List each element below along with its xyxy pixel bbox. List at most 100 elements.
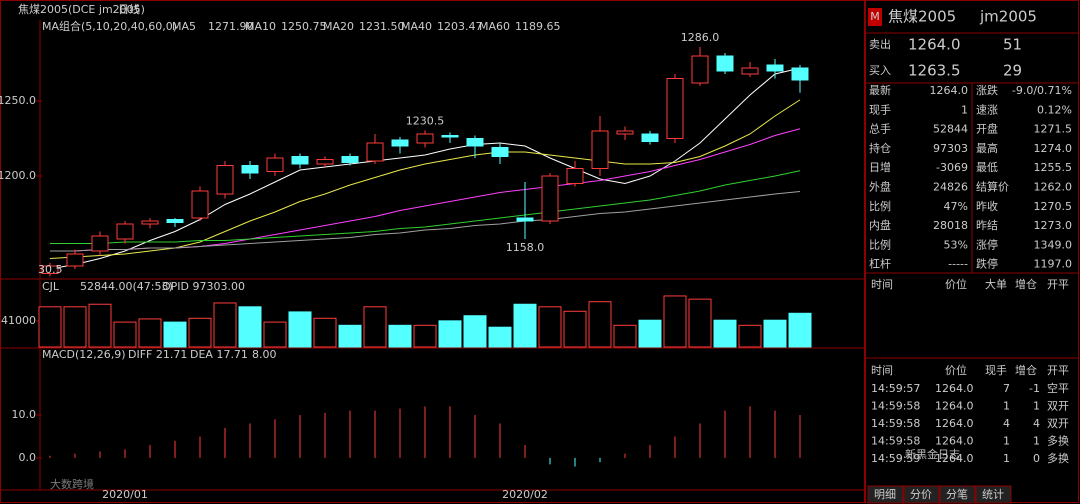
table-header: 增仓 <box>1015 363 1037 377</box>
volume-bar <box>763 319 787 348</box>
table-header: 现手 <box>985 363 1007 377</box>
trade-cell: 0 <box>1033 452 1040 465</box>
period: 日线 <box>118 2 140 16</box>
volume-bar <box>413 324 437 348</box>
candle-body <box>466 138 484 147</box>
table-header: 开平 <box>1047 364 1069 377</box>
quote-price: 1264.0 <box>908 36 961 54</box>
volume-bar <box>788 312 812 348</box>
candle-body <box>566 168 584 184</box>
trade-cell: 多换 <box>1047 451 1069 465</box>
tab[interactable] <box>939 485 976 504</box>
quote-value: 47% <box>944 200 968 213</box>
candle-body <box>616 130 634 135</box>
volume-bar <box>613 324 637 348</box>
quote-value: 1255.5 <box>1034 161 1073 174</box>
candle-body <box>241 165 259 174</box>
table-header: 时间 <box>871 364 893 377</box>
trade-cell: 双开 <box>1047 400 1069 413</box>
volume-bar <box>338 324 362 348</box>
volume-bar <box>288 311 312 348</box>
volume-bar <box>538 306 562 348</box>
quote-name: 焦煤2005 <box>888 8 956 26</box>
tab[interactable] <box>903 485 940 504</box>
quote-label: 外盘 <box>869 180 891 194</box>
quote-value: 1197.0 <box>1034 258 1073 271</box>
watermark: 新黑金日志 <box>905 447 960 461</box>
quote-label: 比例 <box>869 237 891 251</box>
table-header: 大单 <box>985 277 1007 291</box>
y-tick-label: 1250.0 <box>0 94 36 107</box>
quote-value: -9.0/0.71% <box>1012 84 1072 97</box>
volume-bar <box>188 317 212 348</box>
quote-value: 1349.0 <box>1034 238 1073 251</box>
trade-cell: 1264.0 <box>935 452 974 465</box>
candle-body <box>691 55 709 84</box>
volume-bar <box>438 320 462 348</box>
quote-value: 1273.0 <box>1034 219 1073 232</box>
trade-cell: 1 <box>1033 435 1040 448</box>
volume-bar <box>513 303 537 348</box>
candle-body <box>66 253 84 267</box>
y-tick-label: 1200.0 <box>0 169 36 182</box>
trade-cell: 14:59:57 <box>871 382 920 395</box>
quote-label: 内盘 <box>869 218 891 232</box>
ma-value: 1271.90 <box>208 20 254 33</box>
trade-cell: 7 <box>1003 382 1010 395</box>
candle-body <box>341 156 359 163</box>
volume-bar <box>213 302 237 348</box>
candle-body <box>716 55 734 72</box>
tab[interactable] <box>867 485 904 504</box>
ma-name: MA60 <box>479 20 510 33</box>
y-tick-label: 10.0 <box>12 408 37 421</box>
quote-label: 杠杆 <box>869 257 891 271</box>
quote-label: 昨收 <box>976 199 998 213</box>
watermark: 大数跨境 <box>50 477 94 491</box>
trade-cell: 14:59:58 <box>871 400 920 413</box>
candle-body <box>766 64 784 72</box>
quote-value: ----- <box>948 258 968 271</box>
macd-name: MACD(12,26,9) <box>42 348 126 361</box>
volume-bar <box>63 306 87 348</box>
volume-bar <box>113 321 137 348</box>
volume-bar <box>688 298 712 348</box>
tab[interactable] <box>975 485 1012 504</box>
volume-bar <box>638 319 662 348</box>
trade-cell: 4 <box>1003 417 1010 430</box>
trade-cell: 1 <box>1003 452 1010 465</box>
ma-name: MA20 <box>323 20 354 33</box>
quote-label: 买入 <box>869 64 891 77</box>
candle-body <box>266 157 284 172</box>
annotation: 1230.5 <box>406 114 445 127</box>
candle-body <box>666 78 684 139</box>
candle-body <box>741 67 759 75</box>
volume-bar <box>488 326 512 348</box>
table-header: 开平 <box>1047 278 1069 291</box>
candle-body <box>391 139 409 147</box>
trade-cell: 1 <box>1033 400 1040 413</box>
ma-value: 1250.75 <box>281 20 327 33</box>
table-header: 价位 <box>945 277 967 291</box>
ma-line <box>50 191 801 252</box>
opid: OPID 97303.00 <box>162 280 245 293</box>
trade-cell: 1264.0 <box>935 400 974 413</box>
ma-legend: MA组合(5,10,20,40,60,0) <box>42 19 177 33</box>
trade-cell: 双开 <box>1047 417 1069 430</box>
trade-cell: -1 <box>1029 382 1040 395</box>
volume-bar <box>738 324 762 348</box>
candle-body <box>91 235 109 252</box>
quote-value: 1271.5 <box>1034 123 1073 136</box>
table-header: 价位 <box>945 363 967 377</box>
quote-label: 现手 <box>869 102 891 116</box>
quote-value: 24826 <box>933 181 968 194</box>
volume-bar <box>88 303 112 348</box>
annotation: 1158.0 <box>506 241 545 254</box>
corner-label: 30.5 <box>38 263 63 276</box>
date-label: 2020/01 <box>102 488 148 501</box>
macd-dea: DEA 17.71 <box>190 348 248 361</box>
candle-body <box>416 133 434 144</box>
y-tick-label: 0.0 <box>19 451 37 464</box>
quote-code: jm2005 <box>979 8 1037 26</box>
candle-body <box>41 265 59 274</box>
volume-bar <box>263 321 287 348</box>
